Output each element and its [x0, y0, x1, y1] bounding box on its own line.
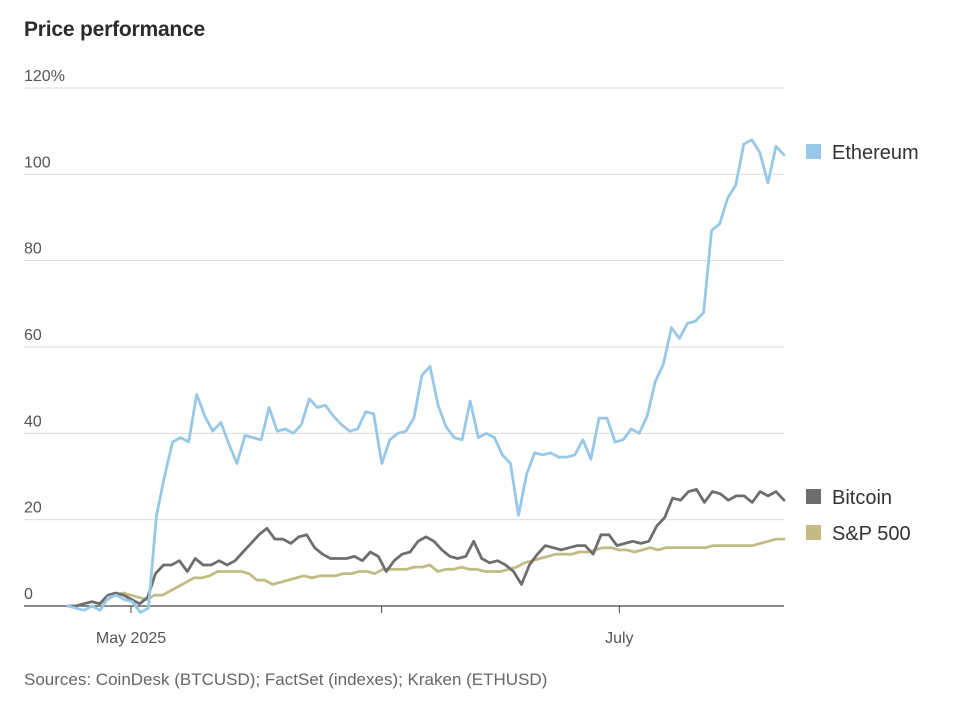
y-tick-label: 20 — [24, 500, 42, 517]
series-line-ethereum — [66, 138, 786, 614]
y-tick-label: 60 — [24, 327, 42, 344]
chart-title: Price performance — [24, 18, 206, 41]
legend: Ethereum Bitcoin S&P 500 — [806, 142, 919, 545]
x-tick-label: May 2025 — [96, 630, 166, 647]
legend-swatch-bitcoin — [806, 489, 821, 504]
sources-note: Sources: CoinDesk (BTCUSD); FactSet (ind… — [24, 670, 548, 689]
x-axis: May 2025 July — [24, 605, 784, 647]
series-line-s-p-500 — [66, 537, 786, 608]
y-tick-label: 0 — [24, 586, 33, 603]
series-lines — [66, 138, 786, 614]
legend-label-ethereum: Ethereum — [832, 142, 919, 164]
y-axis-tick-labels: 0 20 40 60 80 100 120% — [24, 68, 65, 603]
y-tick-label: 120% — [24, 68, 65, 85]
legend-label-bitcoin: Bitcoin — [832, 487, 892, 509]
series-line-bitcoin — [66, 487, 786, 608]
grid-lines — [24, 87, 784, 521]
y-tick-label: 80 — [24, 241, 42, 258]
x-tick-label: July — [605, 630, 633, 647]
legend-label-s-p-500: S&P 500 — [832, 523, 911, 545]
legend-swatch-s-p-500 — [806, 525, 821, 540]
legend-swatch-ethereum — [806, 144, 821, 159]
y-tick-label: 40 — [24, 413, 42, 430]
y-tick-label: 100 — [24, 154, 51, 171]
